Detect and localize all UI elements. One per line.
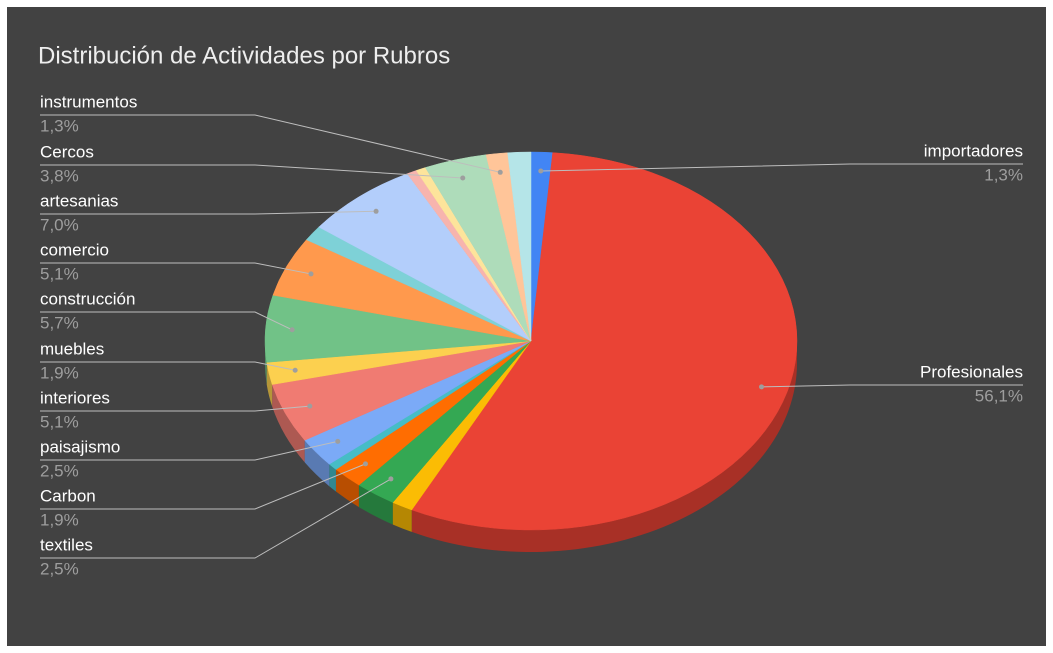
label-name: Cercos [40,142,94,161]
leader-dot [335,438,341,444]
label-name: muebles [40,339,104,358]
label-name: instrumentos [40,92,137,111]
leader-dot [362,461,368,467]
label-name: Carbon [40,486,96,505]
slice-side [266,362,273,407]
leader-line [761,384,1023,388]
slice-side [329,464,336,492]
leader-dot [388,476,394,482]
leader-dot [373,208,379,214]
slice-side [411,341,797,552]
label-value: 5,1% [40,264,79,283]
slice-side [304,440,330,487]
label-name: comercio [40,240,109,259]
slice-side [358,485,393,525]
leader-line [40,361,296,371]
leader-dot [538,168,544,174]
slice-side [335,469,359,508]
label-name: paisajismo [40,437,120,456]
leader-dot [289,327,295,333]
label-value: 1,9% [40,363,79,382]
leader-line [40,463,366,510]
slice [411,152,798,531]
slice [507,151,532,342]
slice-side [272,384,305,463]
leader-dot [292,367,298,373]
label-value: 3,8% [40,166,79,185]
label-value: 2,5% [40,461,79,480]
leader-dot [460,175,466,181]
label-name: construcción [40,289,135,308]
leader-line [40,440,338,461]
leader-dot [307,403,313,409]
leader-dot [308,271,314,277]
leader-dot [759,384,765,390]
leader-line [540,163,1023,172]
label-value: 1,3% [984,165,1023,184]
label-name: artesanias [40,191,118,210]
chart-title: Distribución de Actividades por Rubros [38,42,450,69]
label-value: 7,0% [40,215,79,234]
leader-line [40,405,310,412]
label-value: 56,1% [975,386,1023,405]
label-name: interiores [40,388,110,407]
label-name: Profesionales [920,362,1023,381]
leader-line [40,478,392,559]
label-value: 5,1% [40,412,79,431]
slice-side [392,502,412,532]
leader-line [40,262,312,275]
leader-line [40,311,293,331]
label-value: 5,7% [40,313,79,332]
label-value: 1,3% [40,116,79,135]
label-value: 2,5% [40,559,79,578]
leader-line [40,114,501,173]
label-name: textiles [40,535,93,554]
leader-dot [497,169,503,175]
leader-line [40,210,377,215]
label-value: 1,9% [40,510,79,529]
label-name: importadores [924,141,1023,160]
leader-line [40,164,463,179]
